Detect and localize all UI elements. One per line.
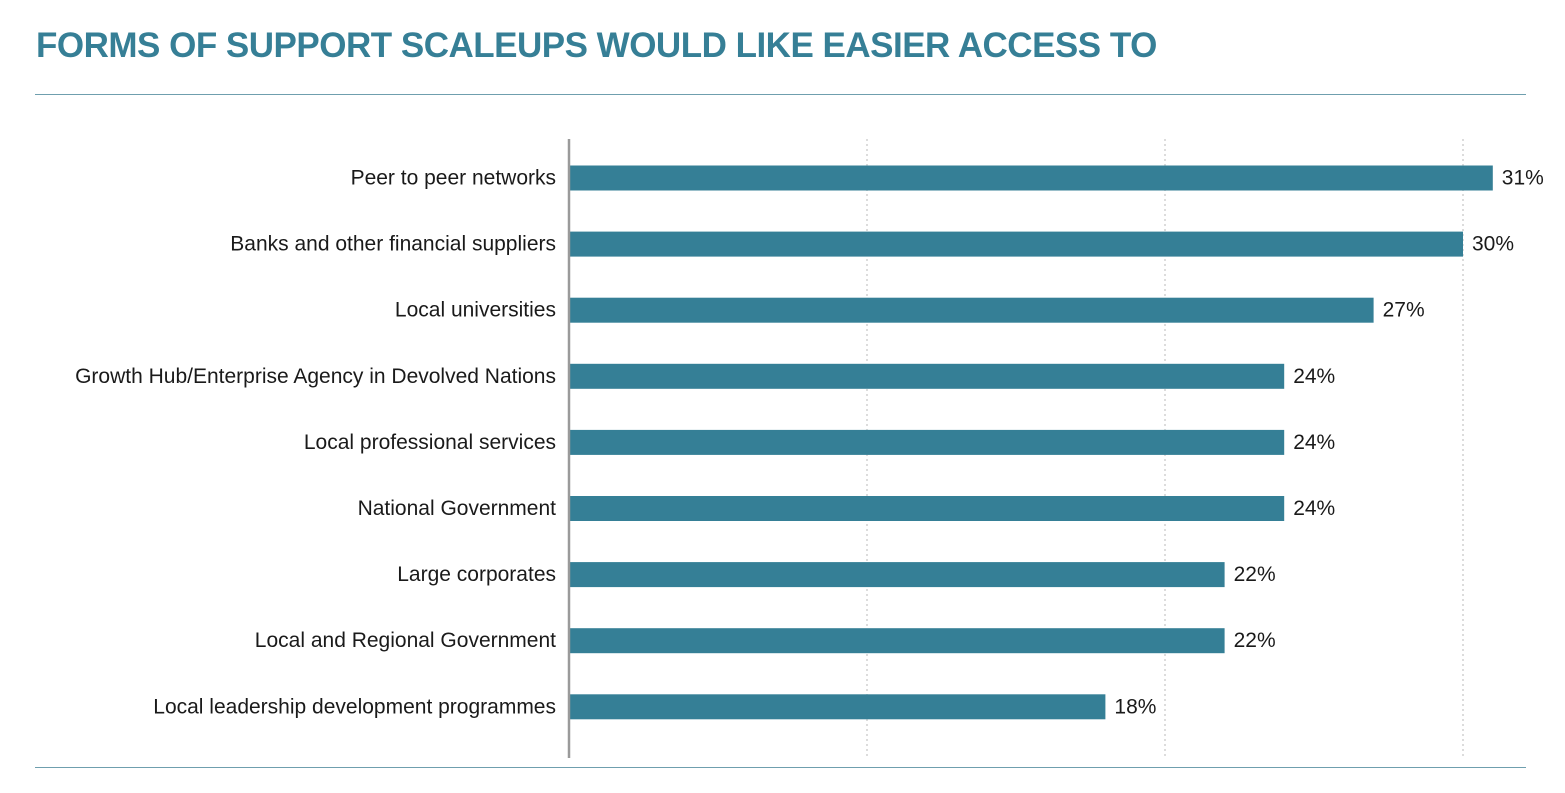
data-label: 27% [1383, 299, 1425, 322]
data-label: 22% [1234, 563, 1276, 586]
data-label: 30% [1472, 233, 1514, 256]
bar [569, 297, 1374, 323]
title-divider [35, 94, 1526, 95]
category-label: Large corporates [397, 563, 556, 586]
bar [569, 165, 1493, 191]
bottom-divider [35, 767, 1526, 768]
category-label: Local universities [395, 299, 556, 322]
value-labels: 31% 30% 27% 24% 24% 24% 22% 22% 18% [1114, 167, 1543, 719]
data-label: 24% [1293, 431, 1335, 454]
data-label: 31% [1502, 167, 1544, 190]
bars [569, 165, 1493, 720]
data-label: 24% [1293, 365, 1335, 388]
bar [569, 694, 1106, 720]
bar [569, 628, 1225, 654]
category-label: Local professional services [304, 431, 556, 454]
data-label: 22% [1234, 629, 1276, 652]
category-label: Banks and other financial suppliers [230, 233, 556, 256]
data-label: 24% [1293, 497, 1335, 520]
chart-title: FORMS OF SUPPORT SCALEUPS WOULD LIKE EAS… [36, 26, 1157, 65]
category-label: Growth Hub/Enterprise Agency in Devolved… [75, 365, 556, 388]
bar [569, 562, 1225, 588]
gridlines [866, 139, 1464, 758]
category-label: Local and Regional Government [255, 629, 556, 652]
category-label: National Government [358, 497, 557, 520]
category-labels: Peer to peer networks Banks and other fin… [75, 167, 556, 719]
bar [569, 363, 1285, 389]
category-label: Peer to peer networks [351, 167, 556, 190]
bar [569, 429, 1285, 455]
bar [569, 496, 1285, 521]
data-label: 18% [1114, 695, 1156, 718]
bar [569, 231, 1463, 257]
category-label: Local leadership development programmes [153, 695, 556, 718]
